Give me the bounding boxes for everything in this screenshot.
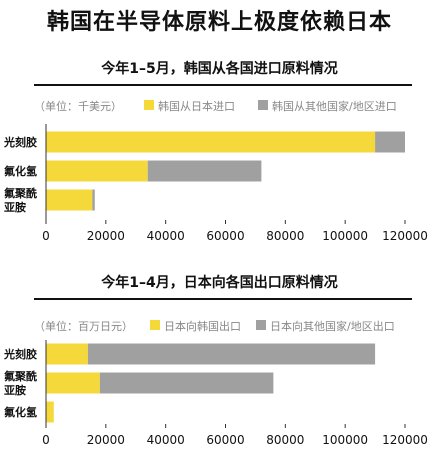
chart1-bar-secondary-2 [92,189,95,211]
chart2-x-tick-label-2: 40000 [147,433,185,447]
chart2-x-tick-label-0: 0 [42,433,50,447]
chart1-bar-secondary-0 [375,131,405,153]
chart2-x-tick-label-5: 100000 [322,433,368,447]
chart1-x-tick-label-0: 0 [42,229,50,243]
chart2-bar-primary-1 [46,372,100,394]
chart2-legend-swatch-other [256,320,266,330]
chart1-bar-primary-1 [46,160,148,182]
chart2-x-tick-label-6: 120000 [382,433,428,447]
chart2-title: 今年1–4月，日本向各国出口原料情况 [101,275,338,291]
chart1-x-tick-label-5: 100000 [322,229,368,243]
chart2-title-rule [34,298,412,300]
chart1-bar-secondary-1 [147,160,262,182]
chart2-category-label-1: 氟聚酰亚胺 [4,369,37,397]
chart1-bar-primary-2 [46,189,93,211]
page-title: 韩国在半导体原料上极度依赖日本 [46,10,392,35]
chart2-bar-primary-0 [46,343,88,365]
chart2-x-tick-label-1: 20000 [87,433,125,447]
chart2-x-tick-label-3: 60000 [206,433,244,447]
chart1-title-rule [34,84,412,86]
chart1-unit-label: （单位：千美元） [34,100,122,113]
chart2-category-label-2: 氟化氢 [4,405,37,419]
chart2-legend-label-other: 日本向其他国家/地区出口 [270,320,395,333]
chart1-x-tick-label-1: 20000 [87,229,125,243]
chart1-legend-swatch-other [258,100,268,110]
chart1-bar-primary-0 [46,131,376,153]
chart1-x-tick-label-2: 40000 [147,229,185,243]
chart1-title: 今年1–5月，韩国从各国进口原料情况 [101,61,338,77]
chart1-category-label-1: 氟化氢 [4,164,37,178]
chart2-legend-label-korea: 日本向韩国出口 [164,320,241,333]
chart1-category-label-2: 氟聚酰亚胺 [4,186,37,214]
chart1-x-tick-label-3: 60000 [206,229,244,243]
chart2-bar-primary-2 [46,401,54,423]
chart2-legend: （单位：百万日元） 日本向韩国出口 日本向其他国家/地区出口 [0,318,439,334]
chart2-x-tick-label-4: 80000 [266,433,304,447]
chart1-legend: （单位：千美元） 韩国从日本进口 韩国从其他国家/地区进口 [0,98,439,114]
chart2-bar-secondary-0 [87,343,376,365]
chart2-bar-secondary-1 [99,372,274,394]
chart2-unit-label: （单位：百万日元） [34,320,133,333]
chart1-legend-label-japan: 韩国从日本进口 [158,100,235,113]
chart2-legend-swatch-korea [150,320,160,330]
chart1-x-tick-label-4: 80000 [266,229,304,243]
chart1-x-tick-label-6: 120000 [382,229,428,243]
chart1-category-label-0: 光刻胶 [3,135,37,149]
chart2-category-label-0: 光刻胶 [3,347,37,361]
chart1-legend-swatch-japan [144,100,154,110]
chart1-legend-label-other: 韩国从其他国家/地区进口 [272,100,397,113]
